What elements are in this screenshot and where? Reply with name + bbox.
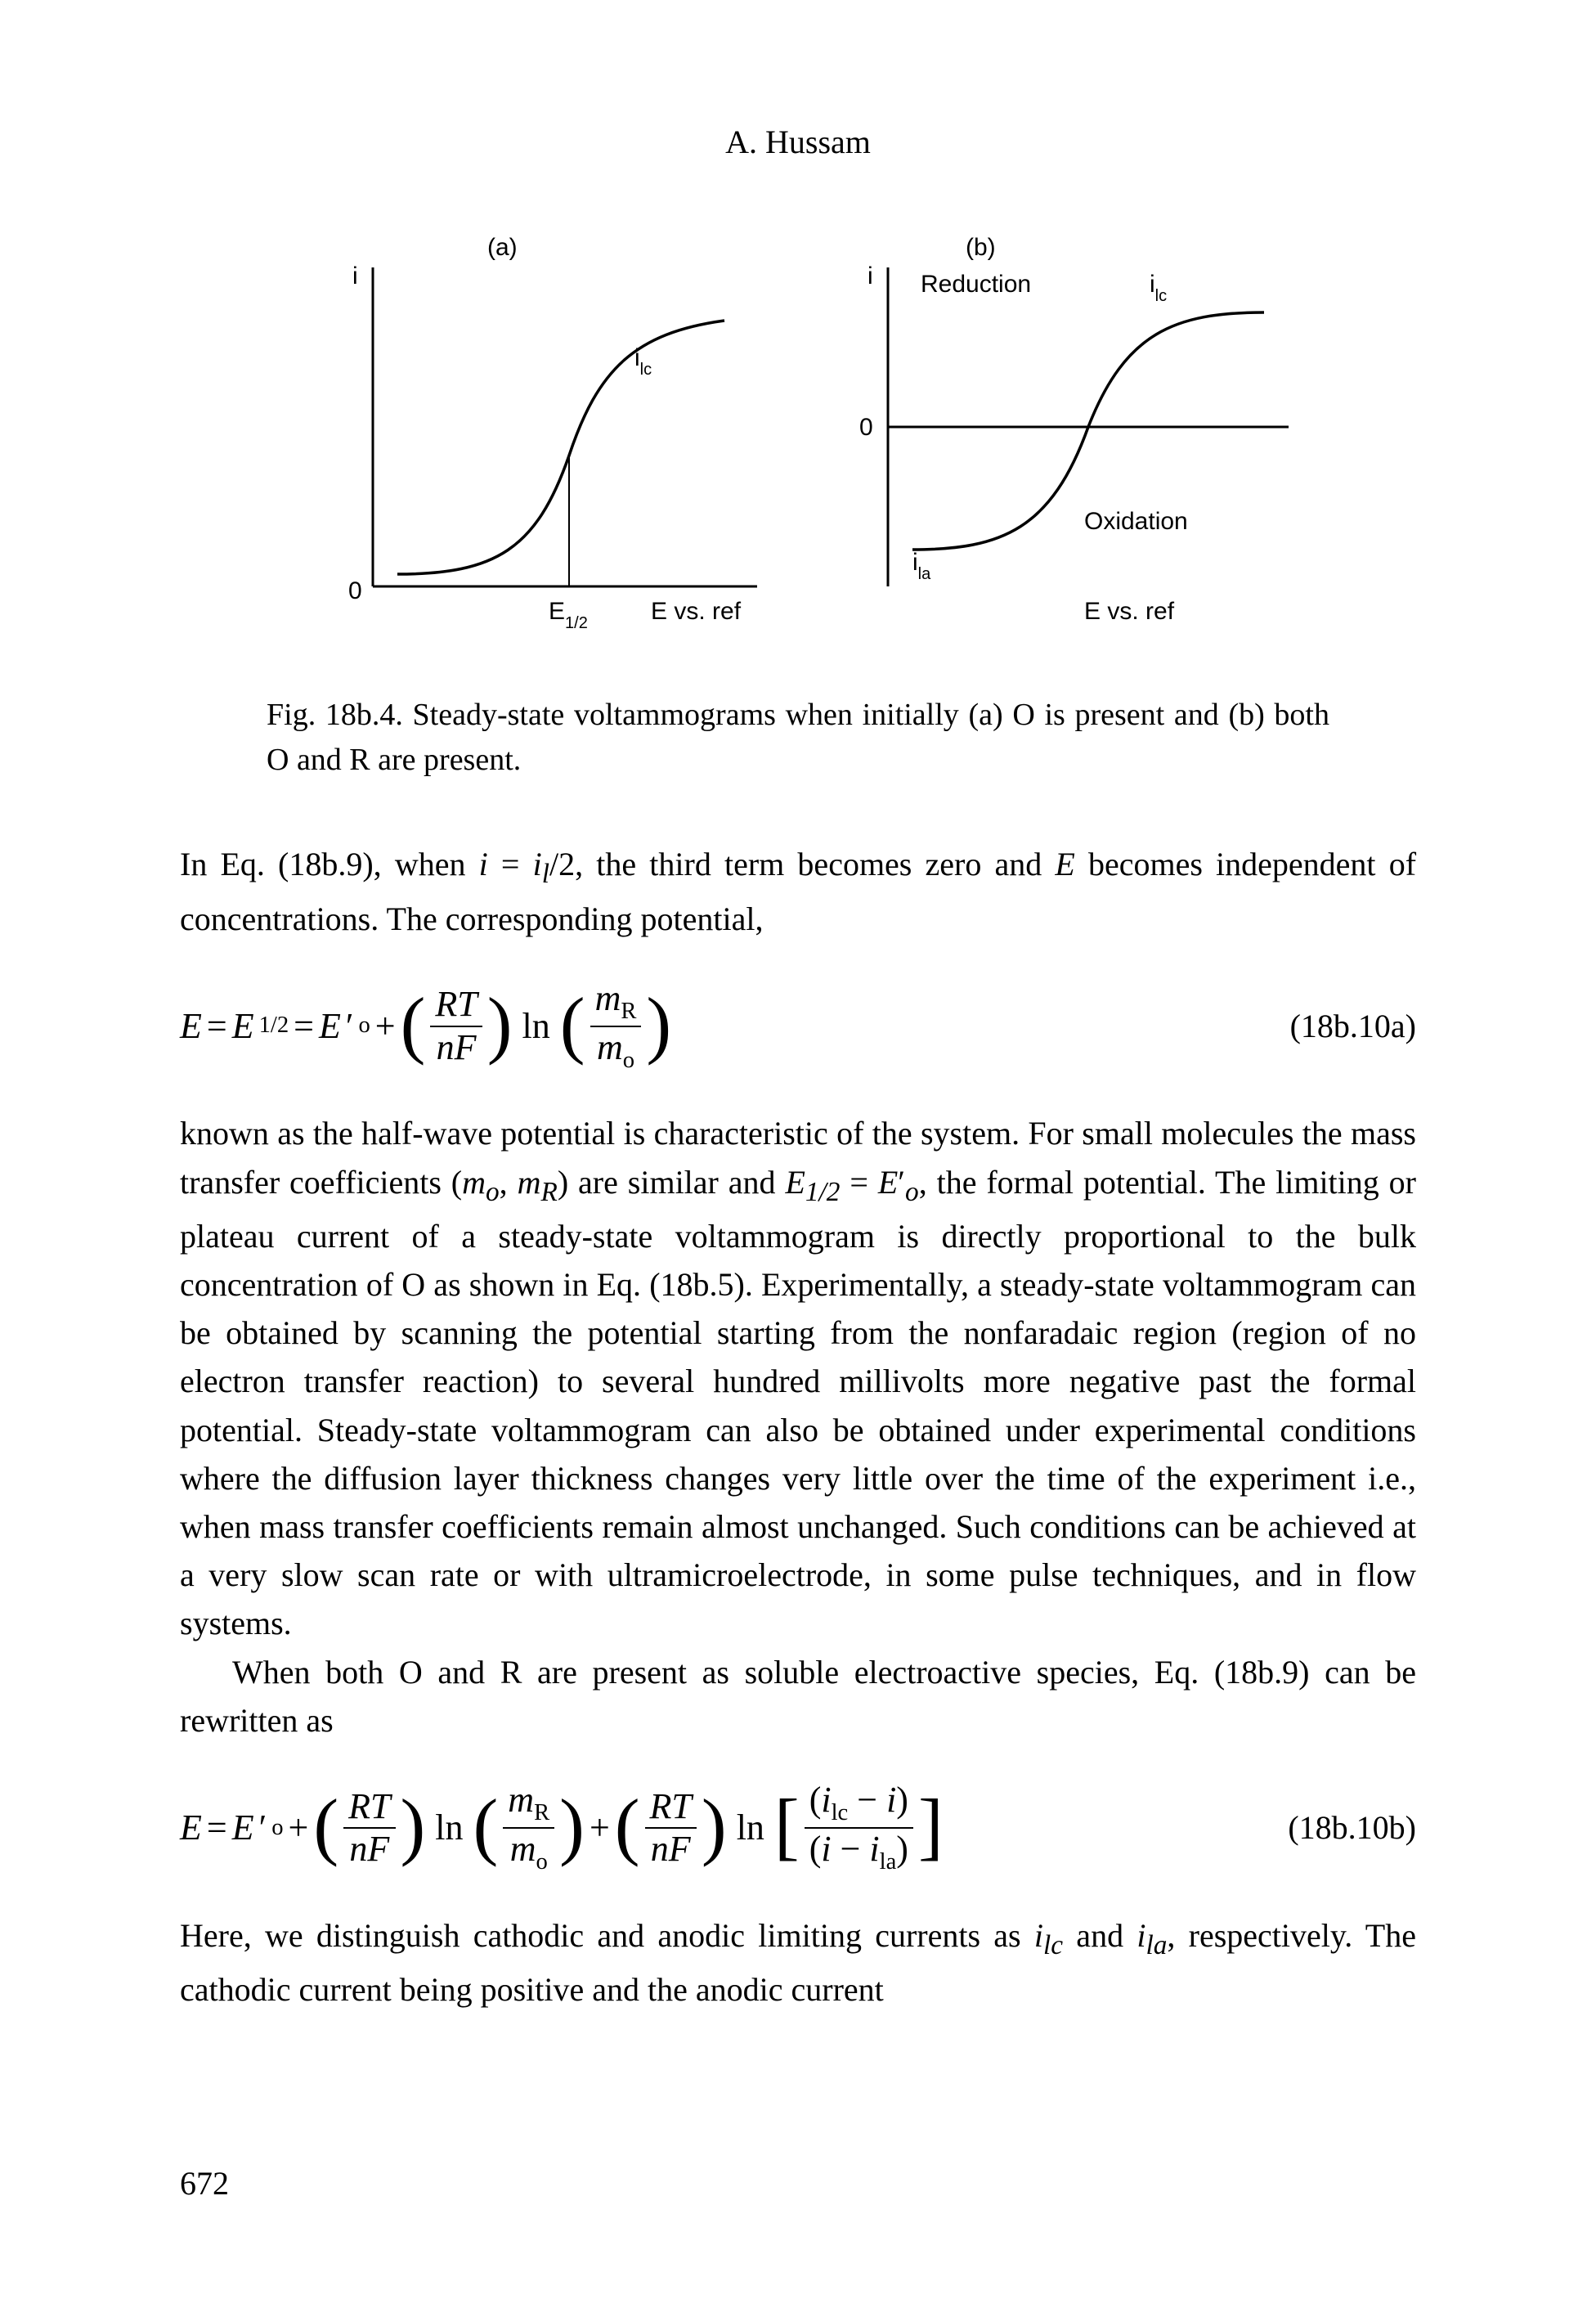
panel-b-oxidation-label: Oxidation [1084, 508, 1188, 535]
equation-18b10b-row: E=E′o + ( RTnF ) ln ( mR mo ) + ( RTnF )… [180, 1781, 1416, 1875]
figure-caption: Fig. 18b.4. Steady-state voltammograms w… [267, 693, 1329, 783]
equation-18b10a-number: (18b.10a) [1290, 1002, 1416, 1050]
equation-18b10a: E=E1/2 =E′o + ( RTnF ) ln ( mR mo ) [180, 980, 671, 1073]
inline-il: il [533, 846, 549, 882]
para4-a: Here, we distinguish cathodic and anodic… [180, 1917, 1034, 1954]
inline-eq: = [501, 846, 520, 882]
para2-c: , the formal potential. The limiting or … [180, 1164, 1416, 1642]
panel-b-ilc-label: ilc [1150, 271, 1167, 305]
para1-text-a: In Eq. (18b.9), when [180, 846, 479, 882]
paragraph-4: Here, we distinguish cathodic and anodic… [180, 1911, 1416, 2014]
panel-a-curve [397, 321, 724, 574]
panel-b-reduction-label: Reduction [921, 271, 1031, 298]
inline-ila: ila [1136, 1917, 1167, 1954]
panel-a-ylabel: i [352, 263, 358, 290]
panel-b-tag: (b) [966, 234, 996, 261]
panel-a-ehalf-label: E1/2 [549, 598, 588, 632]
panel-a-zero: 0 [348, 577, 362, 604]
inline-Eoprime: E′o [878, 1164, 919, 1201]
paragraph-2: known as the half-wave potential is char… [180, 1109, 1416, 1647]
page-header: A. Hussam [180, 123, 1416, 161]
inline-Ehalf: E1/2 [785, 1164, 840, 1201]
equation-18b10b-number: (18b.10b) [1288, 1803, 1416, 1852]
paragraph-3: When both O and R are present as soluble… [180, 1648, 1416, 1744]
inline-mR: mR [518, 1164, 558, 1201]
author-name: A. Hussam [725, 123, 871, 160]
panel-b-xlabel: E vs. ref [1084, 598, 1175, 625]
figure-18b4: (a) i 0 ilc E1/2 E vs. ref [267, 210, 1329, 783]
equation-18b10a-row: E=E1/2 =E′o + ( RTnF ) ln ( mR mo ) (18b… [180, 980, 1416, 1073]
body-text-block: In Eq. (18b.9), when i = il/2, the third… [180, 840, 1416, 2014]
inline-half: /2 [549, 846, 575, 882]
page-number: 672 [180, 2164, 229, 2202]
panel-b-zero: 0 [859, 414, 873, 441]
equation-18b10b: E=E′o + ( RTnF ) ln ( mR mo ) + ( RTnF )… [180, 1781, 944, 1875]
voltammogram-figure-svg: (a) i 0 ilc E1/2 E vs. ref [267, 210, 1329, 668]
inline-i: i [479, 846, 488, 882]
panel-b-ila-label: ila [912, 549, 931, 583]
paragraph-1: In Eq. (18b.9), when i = il/2, the third… [180, 840, 1416, 943]
panel-a-tag: (a) [487, 234, 518, 261]
inline-ilc: ilc [1034, 1917, 1063, 1954]
panel-b-ylabel: i [867, 263, 873, 290]
inline-E: E [1055, 846, 1074, 882]
panel-a-xlabel: E vs. ref [651, 598, 742, 625]
inline-mo: mo [462, 1164, 500, 1201]
page: A. Hussam (a) i 0 ilc E1/2 [0, 0, 1596, 2317]
para1-text-b: , the third term becomes zero and [575, 846, 1055, 882]
panel-a-ilc-label: ilc [634, 344, 652, 379]
